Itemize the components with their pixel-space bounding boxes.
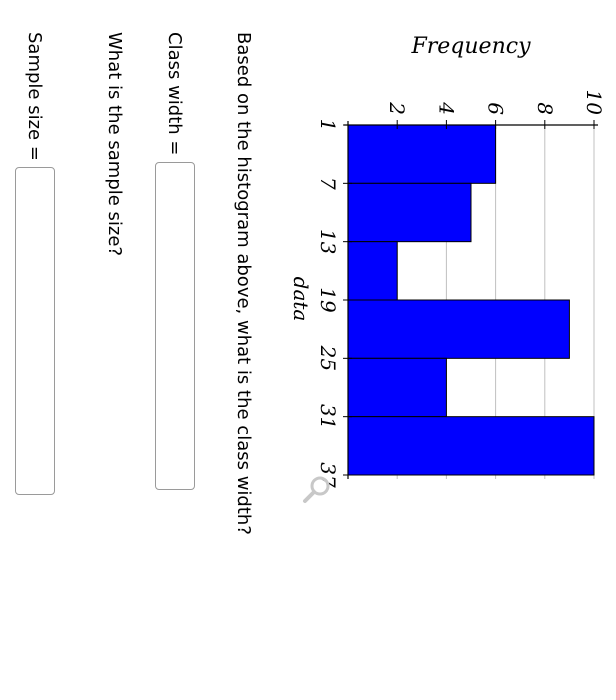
x-axis-label: data	[289, 277, 313, 322]
class-width-input[interactable]	[155, 161, 195, 490]
x-tick-label: 31	[316, 404, 340, 429]
y-tick-label: 8	[533, 102, 557, 115]
histogram-bar	[347, 299, 570, 359]
x-tick-label: 19	[316, 287, 340, 313]
class-width-row: Class width =	[153, 32, 197, 490]
histogram-bar	[347, 357, 447, 418]
y-axis-label: Frequency	[411, 34, 532, 59]
bars	[347, 124, 595, 476]
question-class-width: Based on the histogram above, what is th…	[233, 32, 254, 535]
x-tick-label: 7	[316, 177, 340, 190]
histogram-bar	[347, 416, 595, 476]
question-sample-size: What is the sample size?	[104, 32, 125, 256]
x-tick-label: 13	[316, 229, 340, 254]
histogram-bar	[347, 241, 398, 301]
y-tick-label: 4	[434, 101, 458, 115]
magnifier-icon[interactable]	[302, 474, 332, 504]
y-tick-label: 6	[484, 102, 508, 115]
sample-size-row: Sample size =	[13, 32, 57, 495]
y-tick-label: 2	[385, 101, 409, 115]
x-tick-label: 25	[316, 345, 340, 371]
histogram-bar	[347, 124, 497, 184]
sample-size-input[interactable]	[15, 166, 55, 495]
class-width-label: Class width =	[164, 32, 186, 156]
y-tick-label: 10	[582, 90, 606, 116]
x-tick-label: 1	[316, 119, 340, 132]
sample-size-label: Sample size =	[24, 32, 46, 161]
histogram-bar	[347, 182, 472, 243]
